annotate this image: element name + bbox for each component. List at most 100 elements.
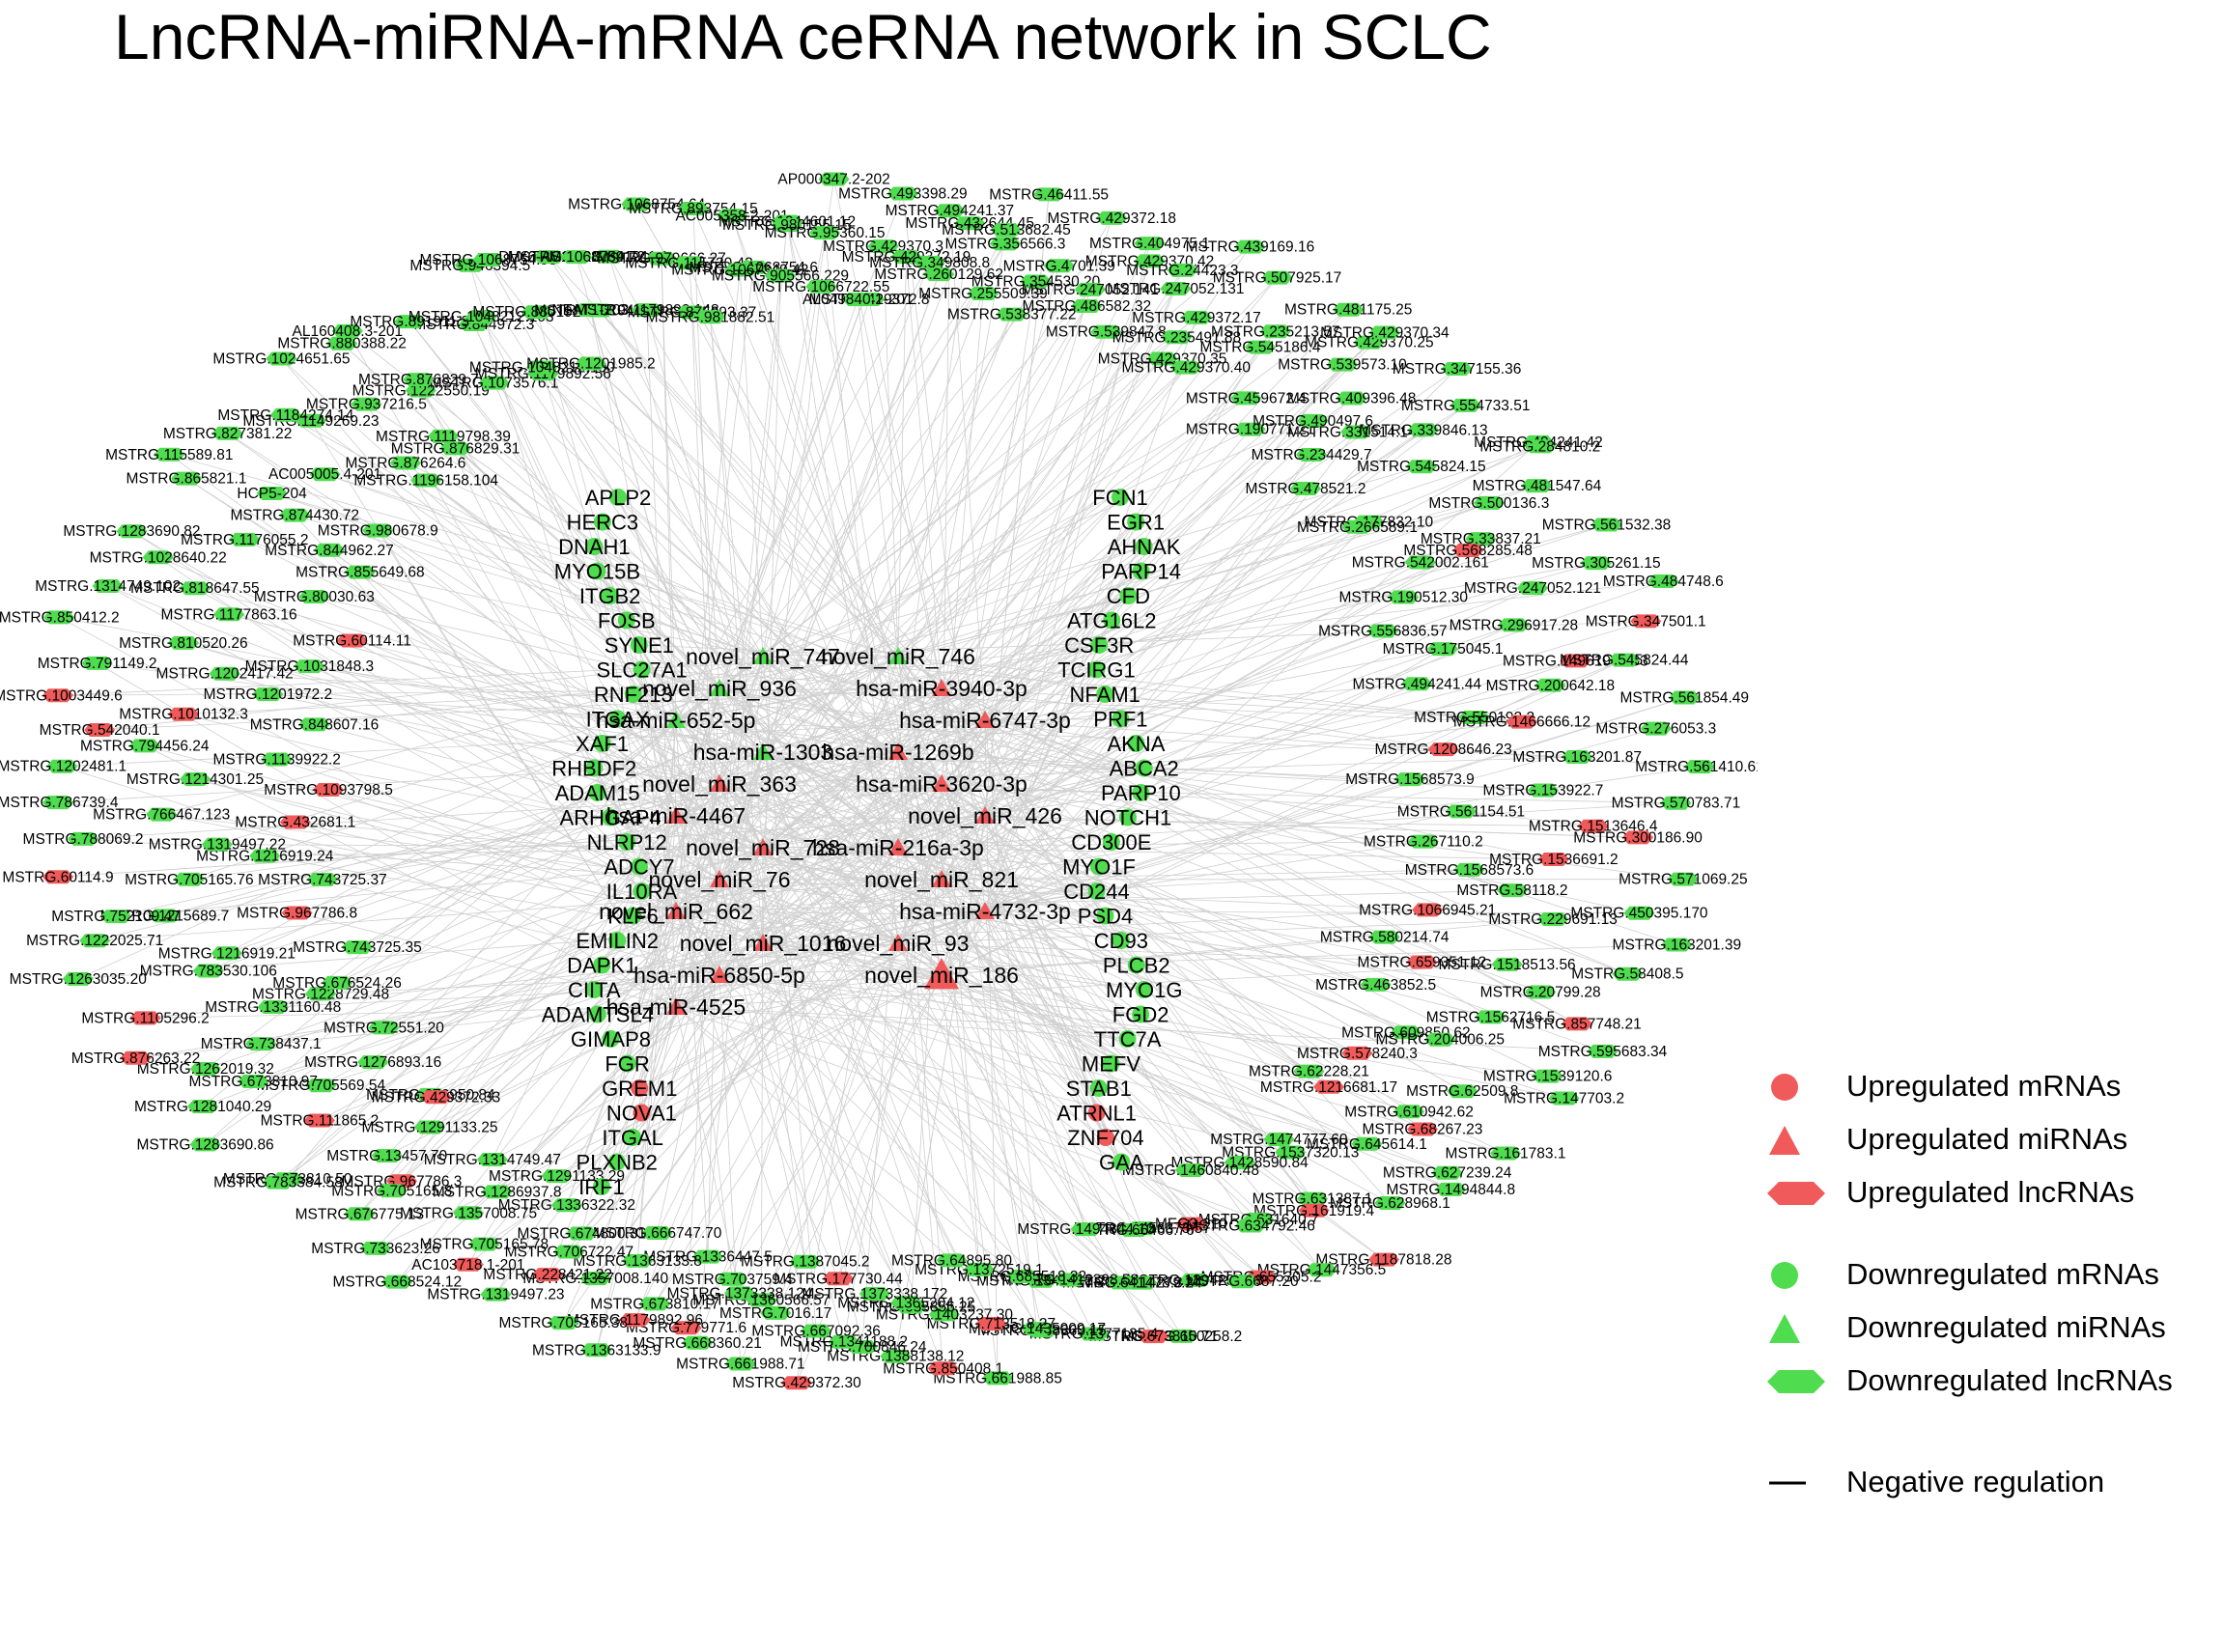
- lncrna-node-mstrg-645614-1: MSTRG.645614.1: [1307, 1136, 1427, 1153]
- network-edge: [984, 719, 1097, 1113]
- lncrna-label: MSTRG.980678.9: [318, 523, 438, 540]
- network-edge: [897, 656, 1122, 1162]
- lncrna-hexagon: [631, 303, 662, 318]
- network-edge: [941, 687, 1097, 1113]
- mirna-node-hsa-mir-4732-3p: hsa-miR-4732-3p: [899, 899, 1071, 924]
- network-edge: [492, 910, 986, 1161]
- network-edge: [321, 942, 764, 1086]
- lncrna-hexagon: [1175, 1217, 1207, 1231]
- lncrna-hexagon: [1390, 1025, 1422, 1040]
- network-edge: [602, 521, 986, 912]
- lncrna-label: MSTRG.1357008.75: [400, 1205, 537, 1221]
- network-edge: [718, 879, 1135, 1231]
- legend-item-up-mirna: Upregulated miRNAs: [1767, 1120, 2221, 1159]
- mrna-label: SYNE1: [605, 633, 674, 658]
- lncrna-label: MSTRG.634792.46: [1186, 1218, 1315, 1234]
- network-edge: [386, 751, 764, 1157]
- lncrna-label: MSTRG.1536691.2: [1489, 852, 1619, 868]
- lncrna-node-mstrg-7016-17: MSTRG.7016.17: [719, 1305, 831, 1322]
- network-edge: [941, 879, 999, 1379]
- lncrna-hexagon: [982, 1371, 1014, 1386]
- lncrna-hexagon: [1562, 749, 1593, 764]
- network-edge: [675, 644, 1100, 721]
- network-edge: [646, 310, 677, 1008]
- network-edge: [689, 263, 720, 689]
- lncrna-label: MSTRG.1216919.24: [196, 849, 334, 865]
- network-edge: [833, 179, 943, 689]
- network-edge: [224, 673, 943, 881]
- lncrna-node-mstrg-1202417-42: MSTRG.1202417.42: [156, 666, 294, 683]
- lncrna-label: MSTRG.339846.13: [1359, 422, 1488, 438]
- lncrna-node-mstrg-147703-2: MSTRG.147703.2: [1504, 1091, 1624, 1107]
- lncrna-node-mstrg-1314749-102: MSTRG.1314749.102: [35, 578, 181, 595]
- lncrna-label: MSTRG.147703.2: [1504, 1091, 1624, 1107]
- network-edge: [294, 515, 720, 976]
- lncrna-hexagon: [1244, 340, 1276, 354]
- lncrna-hexagon: [842, 293, 874, 307]
- lncrna-label: MSTRG.1314749.47: [424, 1152, 561, 1168]
- lncrna-node-mstrg-490497-6: MSTRG.490497.6: [1253, 413, 1373, 430]
- lncrna-node-mstrg-62228-21: MSTRG.62228.21: [1249, 1064, 1369, 1080]
- lncrna-hexagon: [279, 508, 311, 522]
- lncrna-hexagon: [427, 429, 459, 443]
- lncrna-hexagon: [1453, 862, 1485, 877]
- lncrna-node-mstrg-494241-37: MSTRG.494241.37: [886, 203, 1015, 219]
- lncrna-hexagon: [149, 909, 181, 923]
- lncrna-label: MSTRG.571069.25: [1619, 872, 1748, 888]
- lncrna-hexagon: [344, 1207, 376, 1221]
- lncrna-label: MSTRG.267110.2: [1364, 834, 1483, 851]
- lncrna-hexagon: [306, 873, 338, 887]
- network-edge: [897, 266, 1060, 849]
- network-edge: [897, 656, 1106, 916]
- network-graph: MSTRG.429372.8MSTRG.429370.3MSTRG.493398…: [0, 172, 1758, 1392]
- lncrna-hexagon: [996, 307, 1028, 322]
- legend-item-up-lncrna: Upregulated lncRNAs: [1767, 1173, 2221, 1212]
- lncrna-node-mstrg-300186-90: MSTRG.300186.90: [1573, 829, 1703, 846]
- lncrna-hexagon: [1435, 1182, 1467, 1196]
- mrna-circle: [1087, 1104, 1106, 1122]
- lncrna-node-mstrg-60114-9: MSTRG.60114.9: [2, 869, 113, 885]
- network-edge: [762, 289, 1091, 658]
- lncrna-label: MSTRG.190771.21: [1186, 422, 1315, 438]
- lncrna-hexagon: [279, 815, 311, 829]
- lncrna-label: MSTRG.163201.87: [1512, 749, 1642, 766]
- network-edge: [675, 1006, 1128, 1040]
- lncrna-hexagon: [295, 413, 326, 428]
- lncrna-label: MSTRG.247052.141: [1022, 282, 1159, 298]
- lncrna-label: MSTRG.235213.57: [1211, 323, 1340, 340]
- lncrna-hexagon: [476, 1153, 508, 1167]
- network-edge: [675, 398, 1247, 721]
- network-edge: [718, 974, 1099, 1089]
- lncrna-label: MSTRG.1179892.96: [567, 1312, 703, 1329]
- lncrna-label: MSTRG.429372.33: [372, 1089, 501, 1106]
- mrna-circle: [1127, 513, 1145, 531]
- lncrna-label: MSTRG.331514.143: [1287, 425, 1424, 441]
- network-edge: [984, 432, 1357, 912]
- lncrna-node-mstrg-554733-51: MSTRG.554733.51: [1401, 398, 1531, 414]
- network-edge: [144, 744, 899, 944]
- lncrna-hexagon: [261, 752, 293, 767]
- network-edge: [897, 358, 1163, 658]
- lncrna-hexagon: [1261, 270, 1293, 285]
- lncrna-label: MSTRG.235491.88: [1112, 329, 1242, 346]
- lncrna-hexagon: [414, 1120, 446, 1134]
- lncrna-node-mstrg-349808-8: MSTRG.349808.8: [869, 255, 990, 271]
- legend-hexagon-icon: [1767, 1370, 1825, 1393]
- lncrna-node-mstrg-1010132-3: MSTRG.1010132.3: [119, 707, 248, 723]
- mrna-label: TCIRG1: [1057, 658, 1136, 683]
- lncrna-hexagon: [179, 581, 211, 596]
- lncrna-hexagon: [249, 849, 281, 863]
- network-edge: [762, 179, 835, 658]
- lncrna-node-mstrg-705165-76: MSTRG.705165.76: [125, 872, 254, 888]
- lncrna-label: MSTRG.1336322.32: [498, 1197, 635, 1214]
- network-edge: [762, 942, 1196, 1281]
- lncrna-node-mstrg-880388-22: MSTRG.880388.22: [277, 336, 407, 352]
- lncrna-node-mstrg-1003449-6: MSTRG.1003449.6: [0, 687, 123, 704]
- lncrna-hexagon: [975, 1317, 1007, 1331]
- lncrna-label: MSTRG.1003449.6: [0, 687, 123, 704]
- network-edge: [597, 792, 720, 881]
- mrna-circle: [1096, 1129, 1114, 1146]
- mirna-label: hsa-miR-4525: [606, 994, 746, 1020]
- network-edge: [609, 687, 943, 818]
- lncrna-node-mstrg-783530-106: MSTRG.783530.106: [140, 964, 277, 980]
